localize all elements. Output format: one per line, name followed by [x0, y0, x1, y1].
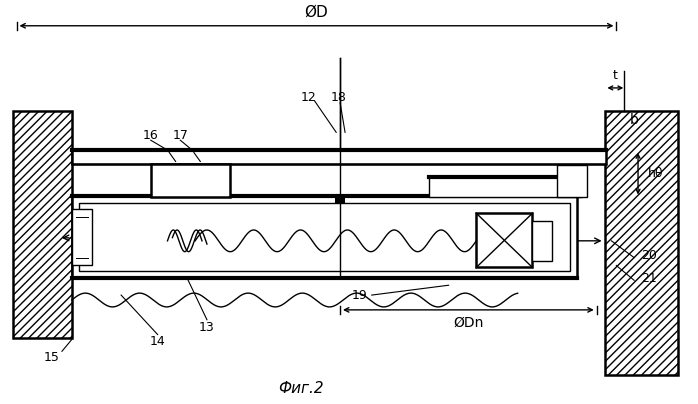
Text: 15: 15: [44, 351, 60, 364]
Bar: [72, 196, 577, 278]
Bar: [79, 203, 570, 271]
Text: ØDn: ØDn: [453, 316, 484, 330]
Text: Фиг.2: Фиг.2: [278, 381, 323, 396]
Text: t: t: [613, 69, 618, 82]
Bar: [151, 164, 230, 198]
Text: 13: 13: [199, 321, 215, 334]
Text: 17: 17: [172, 129, 188, 142]
Text: 19: 19: [352, 288, 368, 301]
Text: 14: 14: [150, 335, 165, 348]
Text: 21: 21: [641, 272, 657, 285]
Bar: [604, 111, 678, 375]
Text: ØD: ØD: [304, 5, 328, 20]
Bar: [72, 150, 607, 164]
Text: hθ: hθ: [648, 167, 663, 180]
Bar: [13, 111, 72, 337]
Bar: [335, 196, 345, 203]
Bar: [533, 221, 552, 261]
Text: 18: 18: [330, 91, 346, 104]
Text: b: b: [630, 114, 639, 128]
Bar: [557, 165, 587, 198]
Bar: [429, 177, 582, 198]
Bar: [13, 111, 72, 337]
Bar: [72, 209, 91, 265]
Bar: [604, 111, 678, 375]
Text: 16: 16: [143, 129, 158, 142]
Text: 20: 20: [641, 249, 657, 262]
Text: 12: 12: [301, 91, 316, 104]
Bar: [476, 213, 533, 267]
